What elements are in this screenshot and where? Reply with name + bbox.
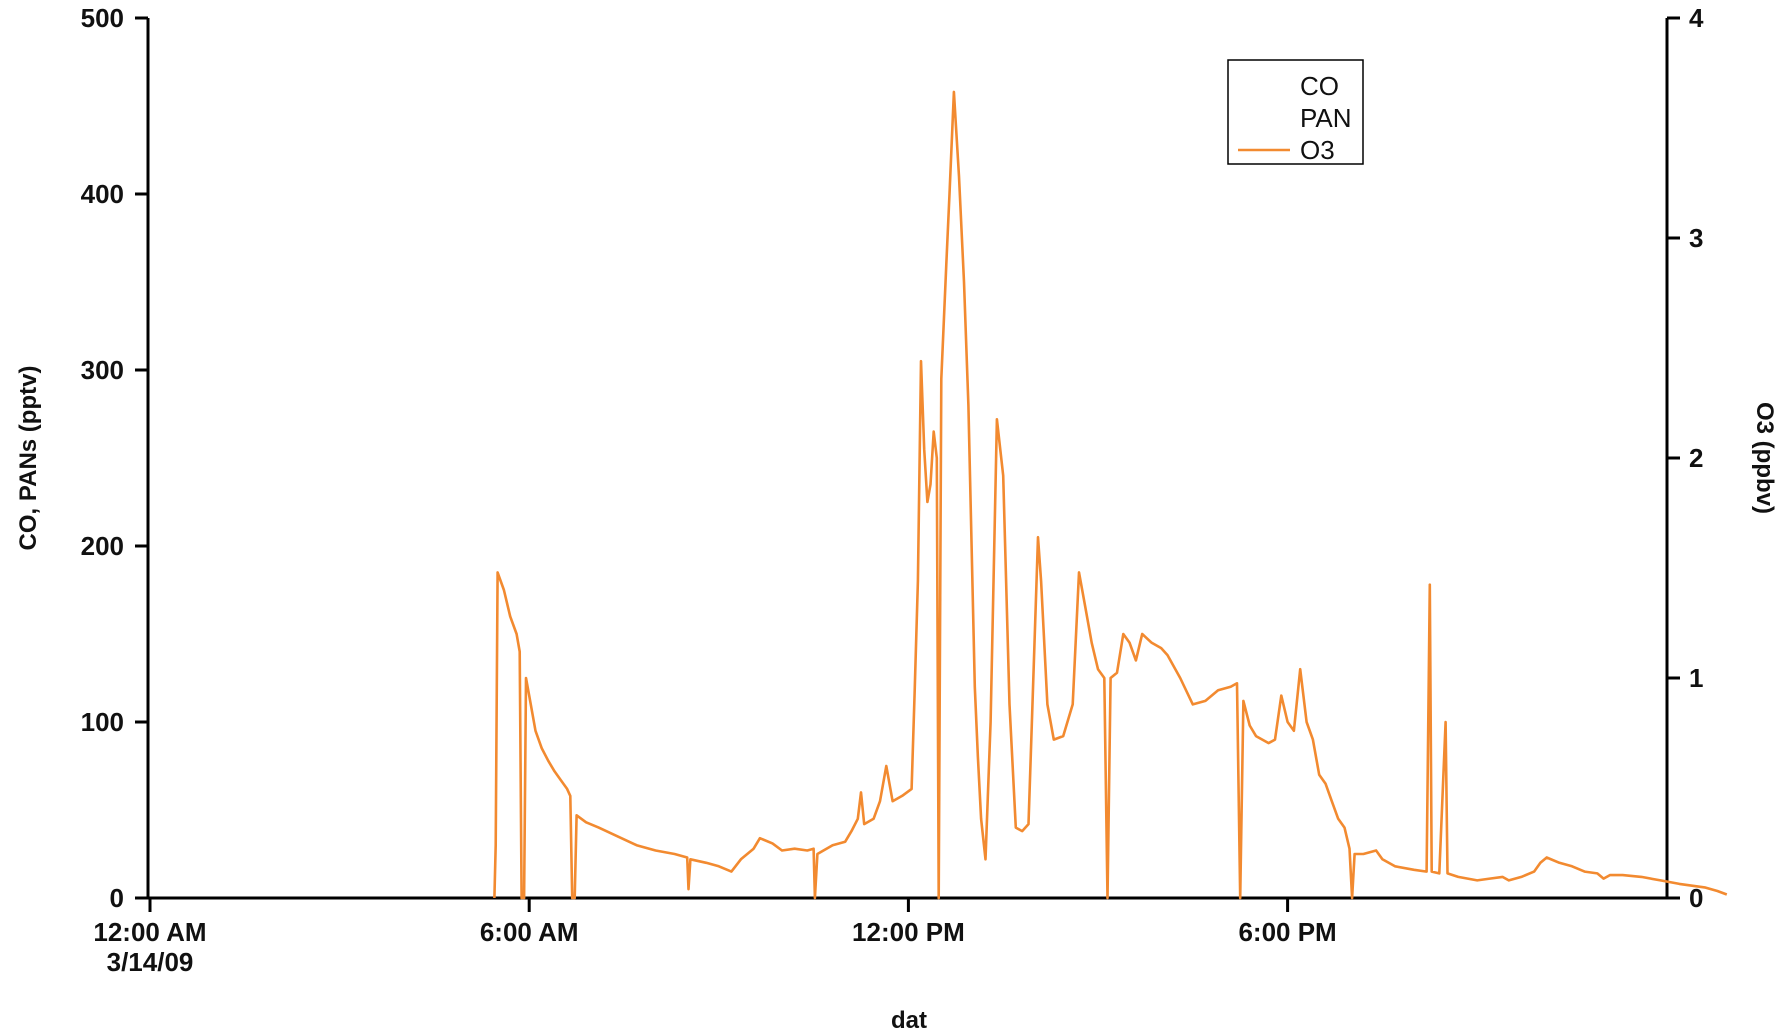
x-tick-label: 6:00 AM [480, 917, 579, 947]
right-y-tick-label: 0 [1689, 883, 1703, 913]
x-ticks: 12:00 AM3/14/09 6:00 AM 12:00 PM 6:00 PM [93, 898, 1337, 977]
x-axis-title: dat [891, 1007, 927, 1034]
right-y-ticks: 0 1 2 3 4 [1667, 3, 1704, 913]
legend-label-pan: PAN [1300, 103, 1352, 133]
right-y-tick-label: 2 [1689, 443, 1703, 473]
right-y-axis-title: O3 (ppbv) [1751, 402, 1775, 514]
left-y-tick-label: 300 [81, 355, 124, 385]
right-y-tick-label: 3 [1689, 223, 1703, 253]
x-tick-sublabel: 3/14/09 [107, 947, 194, 977]
right-y-tick-label: 1 [1689, 663, 1703, 693]
left-y-tick-label: 500 [81, 3, 124, 33]
right-y-tick-label: 4 [1689, 3, 1704, 33]
left-y-tick-label: 200 [81, 531, 124, 561]
left-y-tick-label: 400 [81, 179, 124, 209]
x-tick-label: 12:00 AM [93, 917, 206, 947]
legend-label-o3: O3 [1300, 135, 1335, 165]
left-y-axis-title: CO, PANs (pptv) [15, 366, 42, 551]
left-y-ticks: 0 100 200 300 400 500 [81, 3, 148, 913]
legend-label-co: CO [1300, 71, 1339, 101]
axes [146, 18, 1669, 900]
series-line-o3 [493, 90, 1728, 900]
x-tick-label: 12:00 PM [852, 917, 965, 947]
left-y-tick-label: 100 [81, 707, 124, 737]
left-y-tick-label: 0 [110, 883, 124, 913]
x-tick-label: 6:00 PM [1238, 917, 1336, 947]
series-layer [493, 90, 1728, 900]
legend-box [1227, 59, 1364, 165]
